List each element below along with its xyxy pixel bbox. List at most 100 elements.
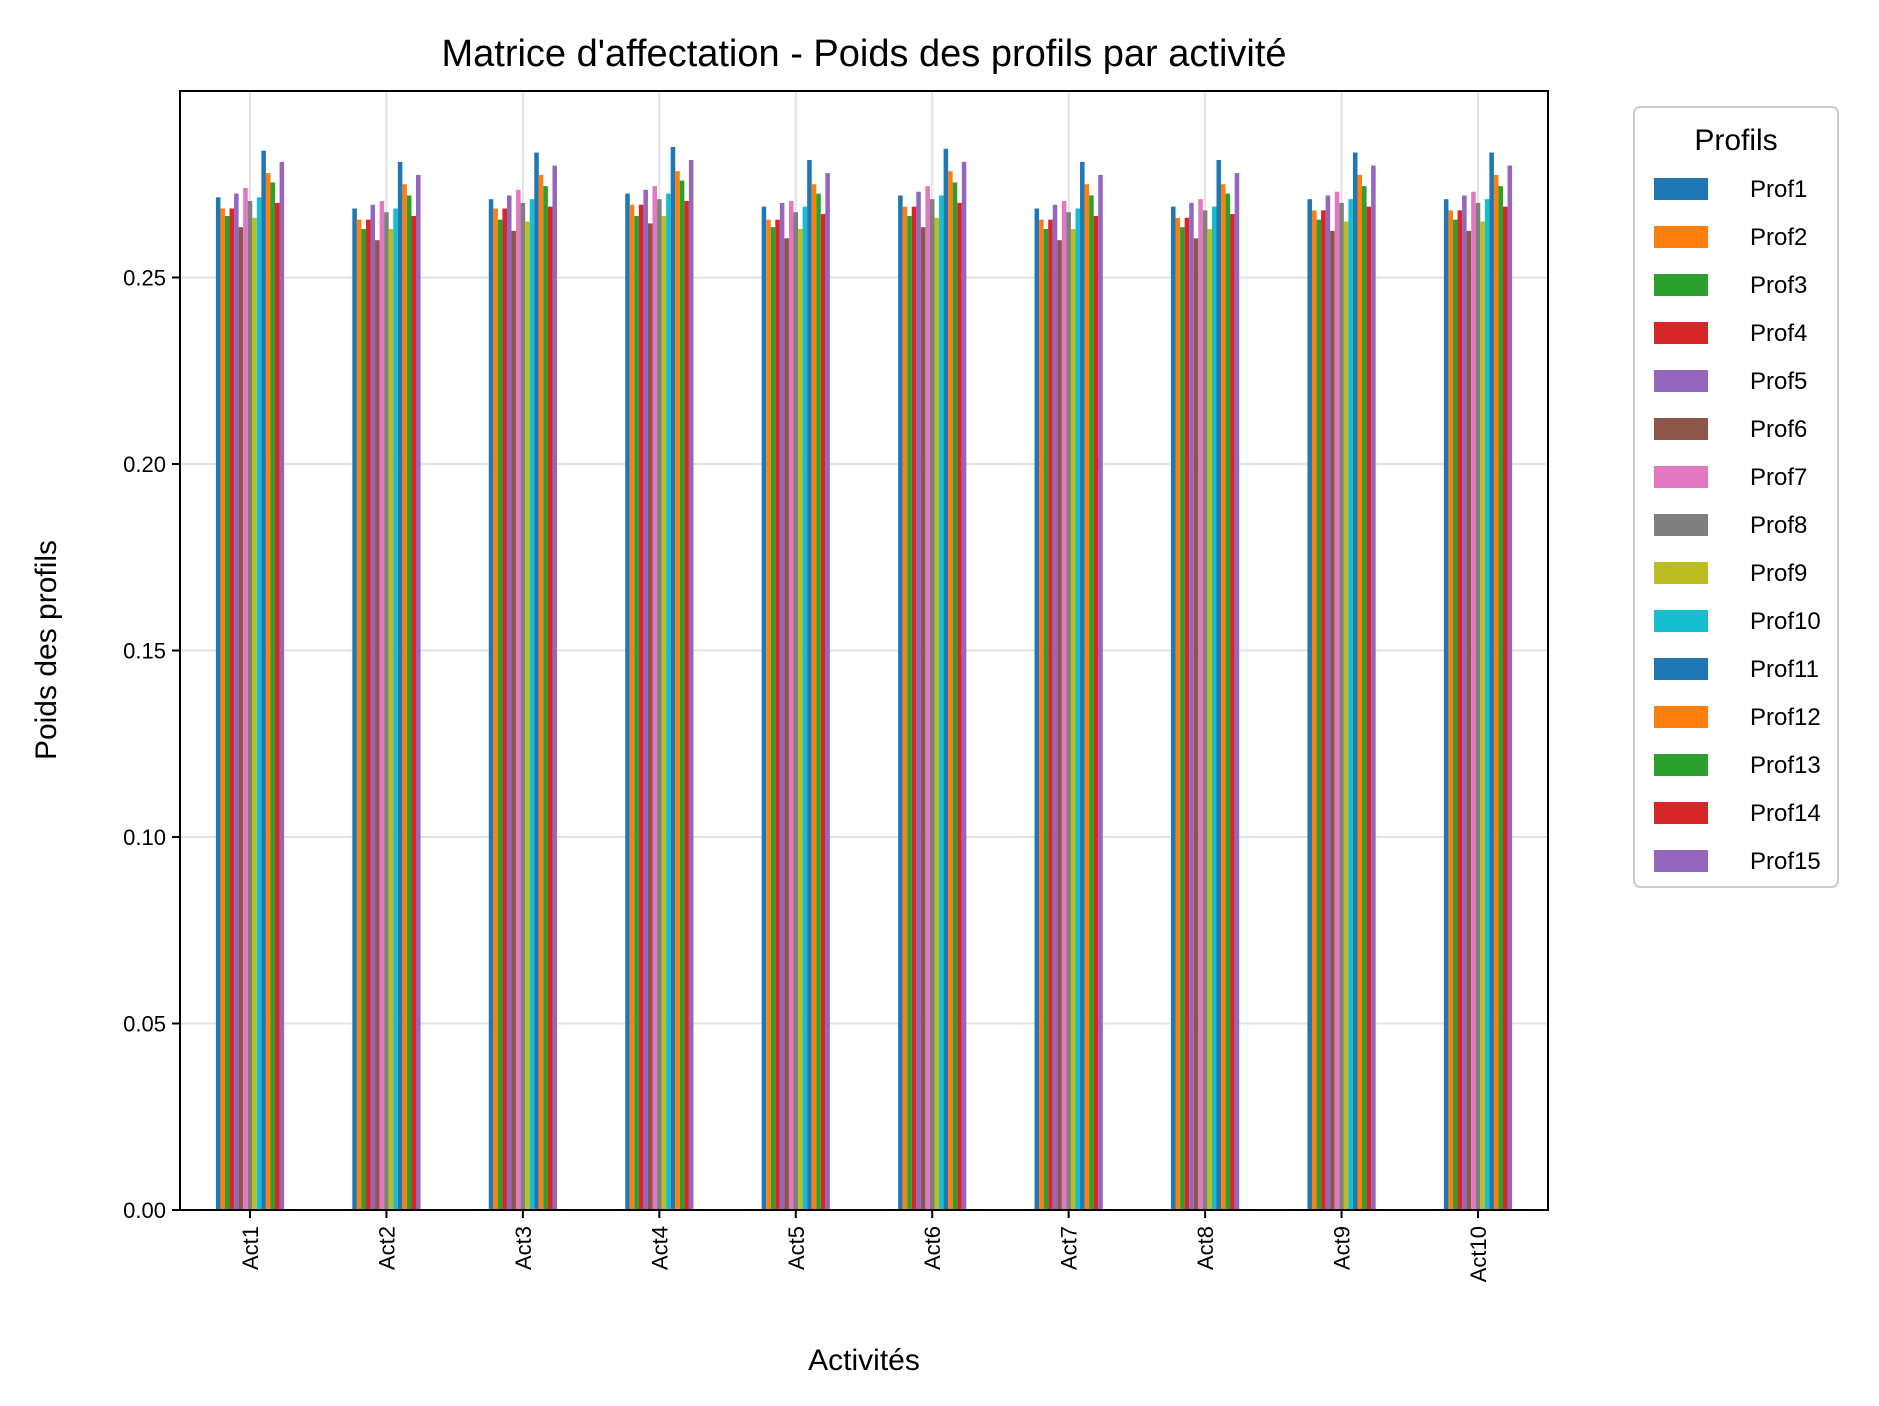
x-tick-label: Act9 [1330,1226,1355,1270]
bar-Prof12-Act6 [948,171,953,1210]
bar-Prof12-Act10 [1493,174,1499,1210]
bar-Prof14-Act5 [820,214,826,1211]
y-tick-label: 0.05 [123,1012,166,1037]
bar-Prof6-Act5 [784,238,789,1210]
bar-Prof12-Act9 [1357,174,1363,1210]
bar-Prof5-Act10 [1462,195,1467,1210]
legend-title: Profils [1694,124,1777,157]
bar-Prof13-Act6 [952,182,958,1210]
legend-swatch [1654,754,1708,776]
bar-Prof8-Act7 [1066,212,1071,1211]
bar-Prof4-Act6 [911,206,917,1210]
bar-Prof2-Act8 [1175,217,1181,1210]
x-axis: Act1 Act2 Act3 Act4 Act5 Act6 Act7 Act8 Act9 Act1… [238,1210,1491,1282]
bar-Prof4-Act7 [1048,219,1053,1210]
bar-Prof5-Act3 [506,195,512,1210]
x-tick-label: Act3 [511,1226,536,1270]
bar-Prof14-Act4 [684,201,689,1210]
bar-Prof6-Act2 [375,240,380,1210]
bar-Prof12-Act8 [1221,184,1226,1210]
bar-Prof8-Act5 [793,212,799,1211]
bar-Prof3-Act2 [361,229,366,1210]
legend-label: Prof8 [1750,512,1807,539]
x-axis-label: Activités [808,1344,920,1377]
bar-Prof13-Act1 [270,182,276,1210]
bar-Prof15-Act5 [825,173,830,1210]
bar-Prof2-Act1 [220,208,225,1210]
bar-Prof4-Act3 [502,208,507,1210]
bar-Prof11-Act10 [1489,152,1494,1210]
bar-Prof10-Act7 [1075,208,1081,1210]
bar-Prof13-Act5 [816,193,821,1210]
bar-Prof1-Act4 [625,193,630,1210]
legend-label: Prof4 [1750,320,1807,347]
bar-Prof2-Act2 [356,219,362,1210]
bar-Prof7-Act10 [1471,191,1476,1210]
bar-Prof14-Act3 [547,206,553,1210]
bar-Prof13-Act9 [1362,186,1367,1211]
bar-Prof11-Act8 [1216,160,1222,1210]
bar-Prof14-Act2 [411,215,417,1210]
bar-Prof9-Act3 [525,221,530,1211]
bar-Prof9-Act4 [661,215,667,1210]
x-tick-label: Act5 [784,1226,809,1270]
x-tick-label: Act10 [1466,1226,1491,1282]
bar-Prof3-Act10 [1452,219,1458,1210]
legend-frame [1633,106,1839,888]
bar-Prof8-Act3 [520,202,526,1210]
bar-Prof15-Act10 [1507,165,1513,1211]
bar-Prof4-Act4 [638,204,644,1210]
bar-Prof10-Act10 [1484,199,1490,1211]
bar-Prof1-Act6 [898,195,903,1210]
bar-Prof8-Act9 [1339,202,1344,1210]
bar-Prof3-Act5 [770,227,776,1210]
bar-Prof10-Act9 [1348,199,1353,1211]
bar-Prof10-Act5 [802,206,808,1210]
bar-Prof10-Act4 [666,193,671,1210]
bar-Prof15-Act1 [279,161,285,1210]
bar-Prof14-Act6 [957,202,962,1210]
x-tick-label: Act2 [374,1226,399,1270]
legend-label: Prof6 [1750,416,1807,443]
bar-Prof7-Act6 [925,186,930,1211]
bar-Prof9-Act2 [388,229,394,1210]
bar-Prof6-Act3 [511,230,517,1210]
bar-Prof4-Act8 [1184,217,1190,1210]
bar-Prof12-Act5 [811,184,817,1210]
bar-Prof11-Act7 [1080,161,1085,1210]
bar-Prof4-Act1 [229,208,235,1210]
bar-Prof15-Act4 [688,160,694,1210]
bar-Prof2-Act6 [902,206,908,1210]
legend-label: Prof1 [1750,176,1807,203]
bar-Prof10-Act2 [393,208,398,1210]
bar-Prof12-Act7 [1084,184,1090,1210]
bar-Prof2-Act7 [1039,219,1044,1210]
bar-Prof7-Act4 [652,186,658,1211]
legend-label: Prof5 [1750,368,1807,395]
bar-Prof1-Act9 [1307,199,1312,1211]
x-tick-label: Act1 [238,1226,263,1270]
bar-Prof10-Act3 [529,199,535,1211]
legend-label: Prof14 [1750,800,1821,827]
bar-Prof11-Act6 [943,148,949,1211]
bar-Prof1-Act1 [215,197,221,1210]
legend-swatch [1654,418,1708,440]
bar-Prof8-Act2 [384,212,389,1211]
bar-Prof4-Act10 [1457,210,1463,1211]
x-tick-label: Act7 [1057,1226,1082,1270]
legend-swatch [1654,514,1708,536]
bar-Prof15-Act2 [416,174,421,1210]
bar-Prof15-Act7 [1098,174,1103,1210]
y-tick-label: 0.25 [123,266,166,291]
bar-Prof5-Act1 [234,193,239,1210]
legend-swatch [1654,178,1708,200]
bar-Prof1-Act8 [1171,206,1176,1210]
legend-swatch [1654,658,1708,680]
bar-Prof14-Act1 [275,202,280,1210]
bar-Prof1-Act2 [352,208,357,1210]
bar-Prof6-Act8 [1193,238,1199,1210]
legend-swatch [1654,850,1708,872]
x-tick-label: Act6 [920,1226,945,1270]
bar-Prof10-Act1 [256,197,262,1210]
